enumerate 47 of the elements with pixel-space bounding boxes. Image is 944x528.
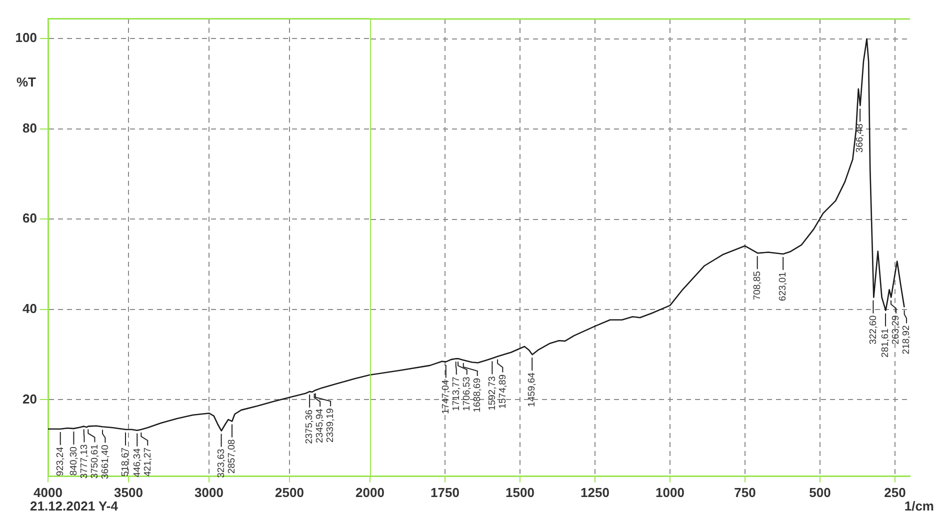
annotation: 1747,04	[440, 380, 452, 414]
x-tick-label: 3500	[114, 484, 143, 500]
annotation: 421,27	[142, 447, 154, 477]
annotation: 623,01	[778, 272, 789, 302]
annotation: 923,24	[54, 447, 66, 476]
annotation: 1713,77	[451, 376, 462, 412]
x-tick-label: 1250	[580, 484, 610, 500]
y-tick-label: 80	[22, 120, 37, 136]
x-tick-label: 2000	[356, 484, 384, 500]
annotation: 281,61	[880, 328, 892, 358]
annotation: 708,85	[752, 271, 763, 300]
x-tick-label: 2500	[275, 484, 304, 500]
annotation: 2339,19	[325, 408, 336, 443]
annotation: 2857,08	[226, 439, 238, 474]
annotation: 263,29	[890, 315, 902, 344]
annotation: 218,92	[901, 325, 912, 354]
x-tick-label: 4000	[34, 484, 62, 500]
annotation: 1459,64	[526, 372, 538, 407]
y-tick-label: 100	[15, 30, 37, 46]
annotation: 1688,69	[472, 378, 484, 412]
annotation: 3777,13	[78, 444, 90, 479]
x-tick-label: 3000	[194, 484, 224, 500]
annotation: 2345,94	[314, 408, 326, 443]
annotation: 323,63	[216, 448, 227, 478]
annotation: 366,48	[854, 124, 866, 153]
x-tick-label: 500	[809, 484, 831, 500]
text: 21.12.2021 Y-4	[30, 498, 119, 514]
annotation: 3661,40	[100, 444, 111, 480]
annotation: 840,30	[68, 446, 80, 476]
annotation: 518,67	[120, 447, 132, 477]
x-tick-label: 1500	[506, 484, 534, 500]
x-tick-label: 1000	[656, 484, 684, 500]
y-tick-label: 60	[22, 210, 37, 226]
annotation: 446,34	[132, 448, 143, 478]
annotation: 322,60	[868, 315, 879, 344]
annotation: 1706,53	[462, 376, 473, 412]
y-tick-label: 20	[22, 391, 37, 406]
x-tick-label: 750	[734, 484, 756, 500]
y-tick-label: 40	[22, 301, 37, 316]
annotation: 1574,89	[497, 374, 508, 409]
x-axis-title: 1/cm	[904, 498, 934, 514]
annotation: 1592,73	[486, 376, 498, 411]
x-tick-label: 250	[884, 484, 906, 500]
annotation: 3750,61	[89, 444, 100, 479]
y-axis-title: %T	[16, 74, 36, 90]
x-tick-label: 1750	[430, 484, 460, 500]
annotation: 2375,36	[304, 410, 316, 444]
